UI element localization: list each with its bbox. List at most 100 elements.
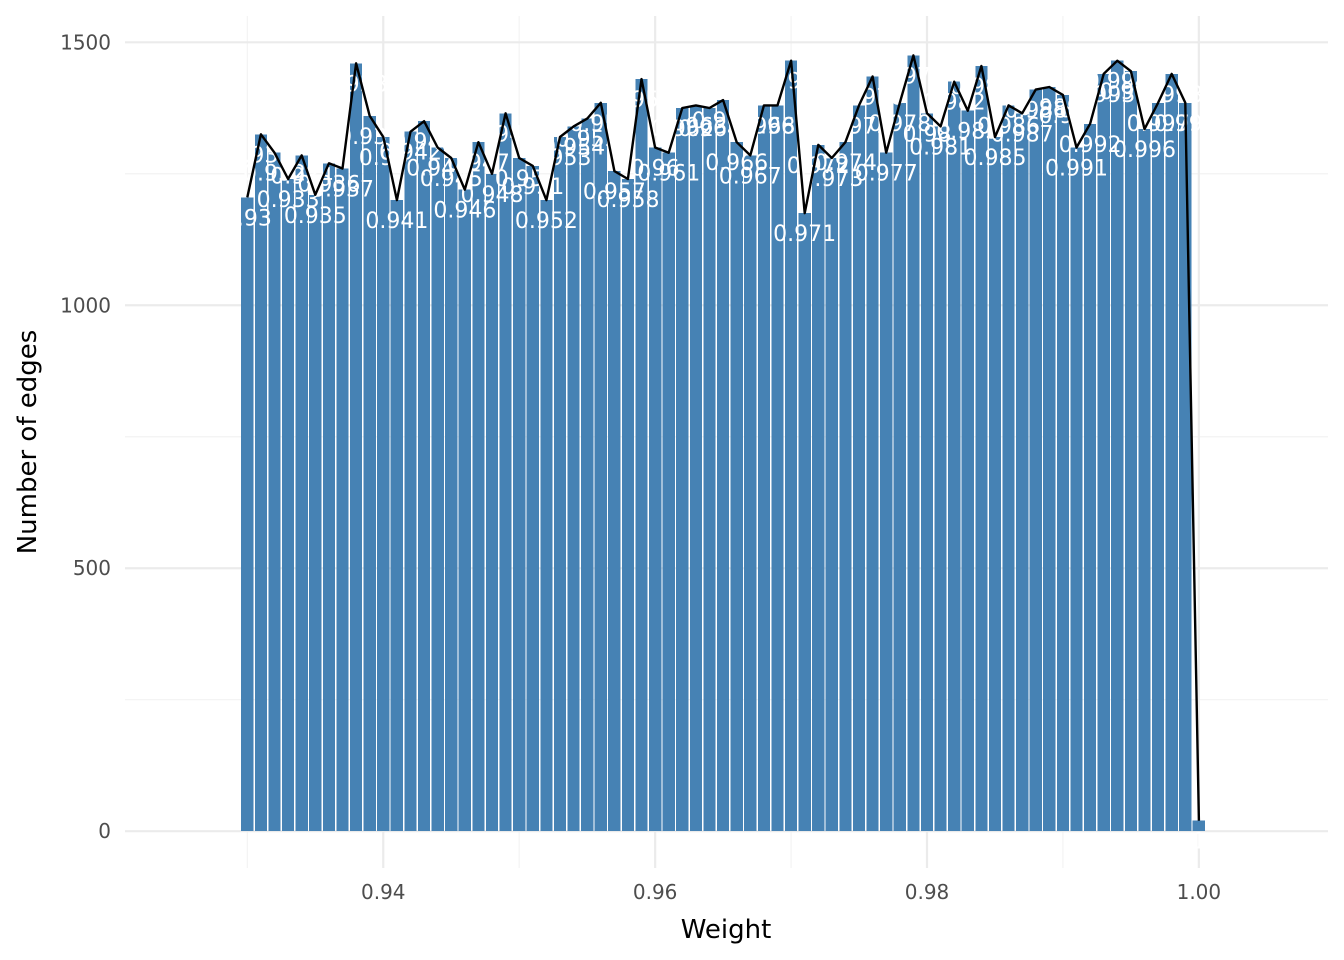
bar <box>621 179 635 832</box>
bar <box>893 102 906 832</box>
y-tick-label: 0 <box>98 819 111 843</box>
bar <box>757 105 770 832</box>
bar-value-label: 0.995 <box>1099 80 1162 105</box>
bar <box>336 168 349 832</box>
bar-value-label: 0.992 <box>1059 133 1122 158</box>
bar <box>322 163 336 832</box>
bar <box>635 79 648 832</box>
bar <box>282 179 295 832</box>
bar-value-label: 0.935 <box>284 204 347 229</box>
x-tick-label: 0.94 <box>361 880 406 904</box>
x-axis-ticks: 0.94 0.96 0.98 1.00 <box>361 880 1221 904</box>
bar-value-label: 0.988 <box>1004 99 1067 124</box>
bar-value-label: 0.948 <box>461 183 524 208</box>
bar <box>771 105 784 832</box>
bar <box>1111 60 1124 832</box>
bar <box>608 171 621 832</box>
y-tick-label: 500 <box>73 556 111 580</box>
bar-value-label: 0.965 <box>692 109 755 134</box>
bar <box>703 108 716 832</box>
bar-value-label: 0.962 <box>651 117 714 142</box>
bar <box>1084 123 1097 832</box>
bar-value-label: 0.953 <box>528 146 591 171</box>
bar <box>499 113 512 832</box>
bar <box>948 81 961 832</box>
bar <box>676 108 689 832</box>
bar-value-label: 0.984 <box>950 75 1013 100</box>
bar-value-label: 0.941 <box>365 209 428 234</box>
bar <box>988 136 1002 832</box>
x-tick-label: 0.96 <box>633 880 678 904</box>
bar-value-label: 0.983 <box>936 120 999 145</box>
bar-value-label: 0.96 <box>631 156 680 181</box>
bar <box>254 134 268 832</box>
bar <box>1179 102 1192 832</box>
bar <box>363 115 376 832</box>
bar <box>1043 87 1056 832</box>
bar <box>1192 820 1205 832</box>
bar <box>309 194 322 832</box>
bar <box>662 152 675 832</box>
bar <box>404 131 417 832</box>
bars <box>241 55 1205 832</box>
bar-value-label: 0.968 <box>732 114 795 139</box>
bar <box>458 189 471 832</box>
bar <box>907 55 920 832</box>
bar-value-label: 0.981 <box>909 135 972 160</box>
bar <box>567 126 580 832</box>
bar <box>784 60 798 832</box>
bar <box>417 121 431 832</box>
bar-value-label: 1 <box>1192 830 1206 855</box>
x-tick-label: 0.98 <box>905 880 950 904</box>
bar-value-label: 0.991 <box>1045 156 1108 181</box>
bar-value-label: 0.931 <box>229 143 292 168</box>
bar <box>513 158 526 832</box>
bar <box>349 63 363 832</box>
bar <box>961 110 974 832</box>
bar-value-label: 0.952 <box>515 209 578 234</box>
bar-value-label: 0.986 <box>977 114 1040 139</box>
bar <box>812 144 825 832</box>
y-axis-ticks: 0 500 1000 1500 <box>60 30 111 843</box>
bar-value-label: 0.979 <box>882 64 945 89</box>
bar <box>798 213 811 832</box>
bar-value-label: 0.99 <box>1038 104 1087 129</box>
bar <box>594 102 607 832</box>
bar-value-label: 0.966 <box>705 151 768 176</box>
bar <box>241 197 254 832</box>
bar-value-label: 0.987 <box>991 122 1054 147</box>
bar-value-label: 0.996 <box>1113 138 1176 163</box>
bar <box>825 158 838 832</box>
bar-value-label: 0.977 <box>855 162 918 187</box>
bar-value-label: 0.972 <box>787 154 850 179</box>
bar <box>295 155 308 832</box>
bar-value-label: 0.938 <box>325 72 388 97</box>
bar-value-label: 0.958 <box>596 188 659 213</box>
y-tick-label: 1500 <box>60 30 111 54</box>
bar <box>485 173 499 832</box>
bar-value-label: 0.967 <box>719 164 782 189</box>
bar <box>1124 71 1138 832</box>
bar-value-label: 0.998 <box>1140 83 1203 108</box>
bar-value-label: 0.976 <box>841 85 904 110</box>
bar <box>649 147 662 832</box>
bar-value-label: 0.933 <box>257 188 320 213</box>
bar-value-label: 0.954 <box>542 135 605 160</box>
bar <box>866 76 879 832</box>
bar-value-label: 0.97 <box>767 70 816 95</box>
bar-value-label: 0.94 <box>359 146 408 171</box>
bar <box>377 136 390 832</box>
bar <box>1056 94 1070 832</box>
bar <box>839 142 852 832</box>
bar <box>445 158 458 832</box>
bar <box>1097 73 1110 832</box>
bar <box>1138 129 1151 832</box>
bar <box>1165 73 1178 832</box>
bar <box>1070 147 1083 832</box>
bar <box>431 147 444 832</box>
bar <box>268 152 281 832</box>
bar <box>553 136 567 832</box>
bar <box>1002 105 1015 832</box>
bar-value-label: 0.956 <box>569 112 632 137</box>
bar <box>934 126 947 832</box>
